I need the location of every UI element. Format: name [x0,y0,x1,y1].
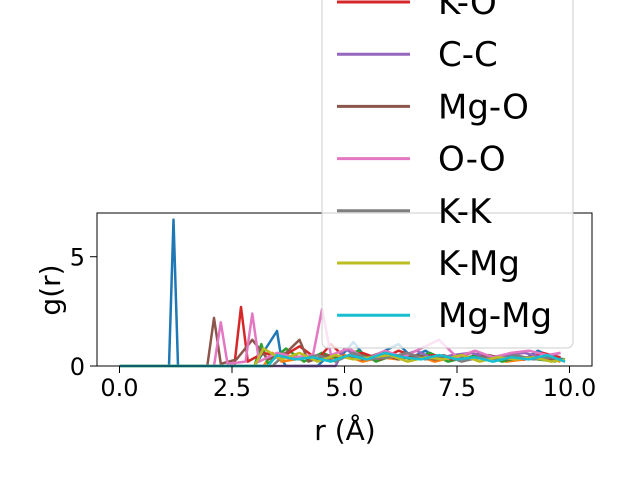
x-axis: 0.0 2.5 5.0 7.5 10.0 [100,366,596,402]
x-axis-label: r (Å) [314,413,375,447]
series-layer [119,218,566,368]
legend-label: K-Mg [438,244,520,284]
y-tick-label: 5 [70,244,85,272]
series-line-9 [119,351,566,368]
x-tick-label: 7.5 [438,374,476,402]
legend-label: Mg-Mg [438,296,552,336]
legend-label: Mg-O [438,87,529,127]
x-tick-label: 5.0 [325,374,363,402]
series-line-8 [119,347,566,368]
legend: K-O C-C Mg-O O-O K-K K-Mg Mg-Mg [321,0,574,349]
y-tick-label: 0 [70,353,85,381]
legend-label: O-O [438,140,506,180]
legend-label: K-O [438,0,497,23]
legend-label: C-C [438,35,498,75]
x-tick-label: 0.0 [100,374,138,402]
y-axis-label: g(r) [34,264,67,315]
legend-box [321,0,574,349]
x-tick-label: 2.5 [213,374,251,402]
y-axis: 05 [70,244,97,381]
x-tick-label: 10.0 [543,374,596,402]
legend-label: K-K [438,192,493,232]
